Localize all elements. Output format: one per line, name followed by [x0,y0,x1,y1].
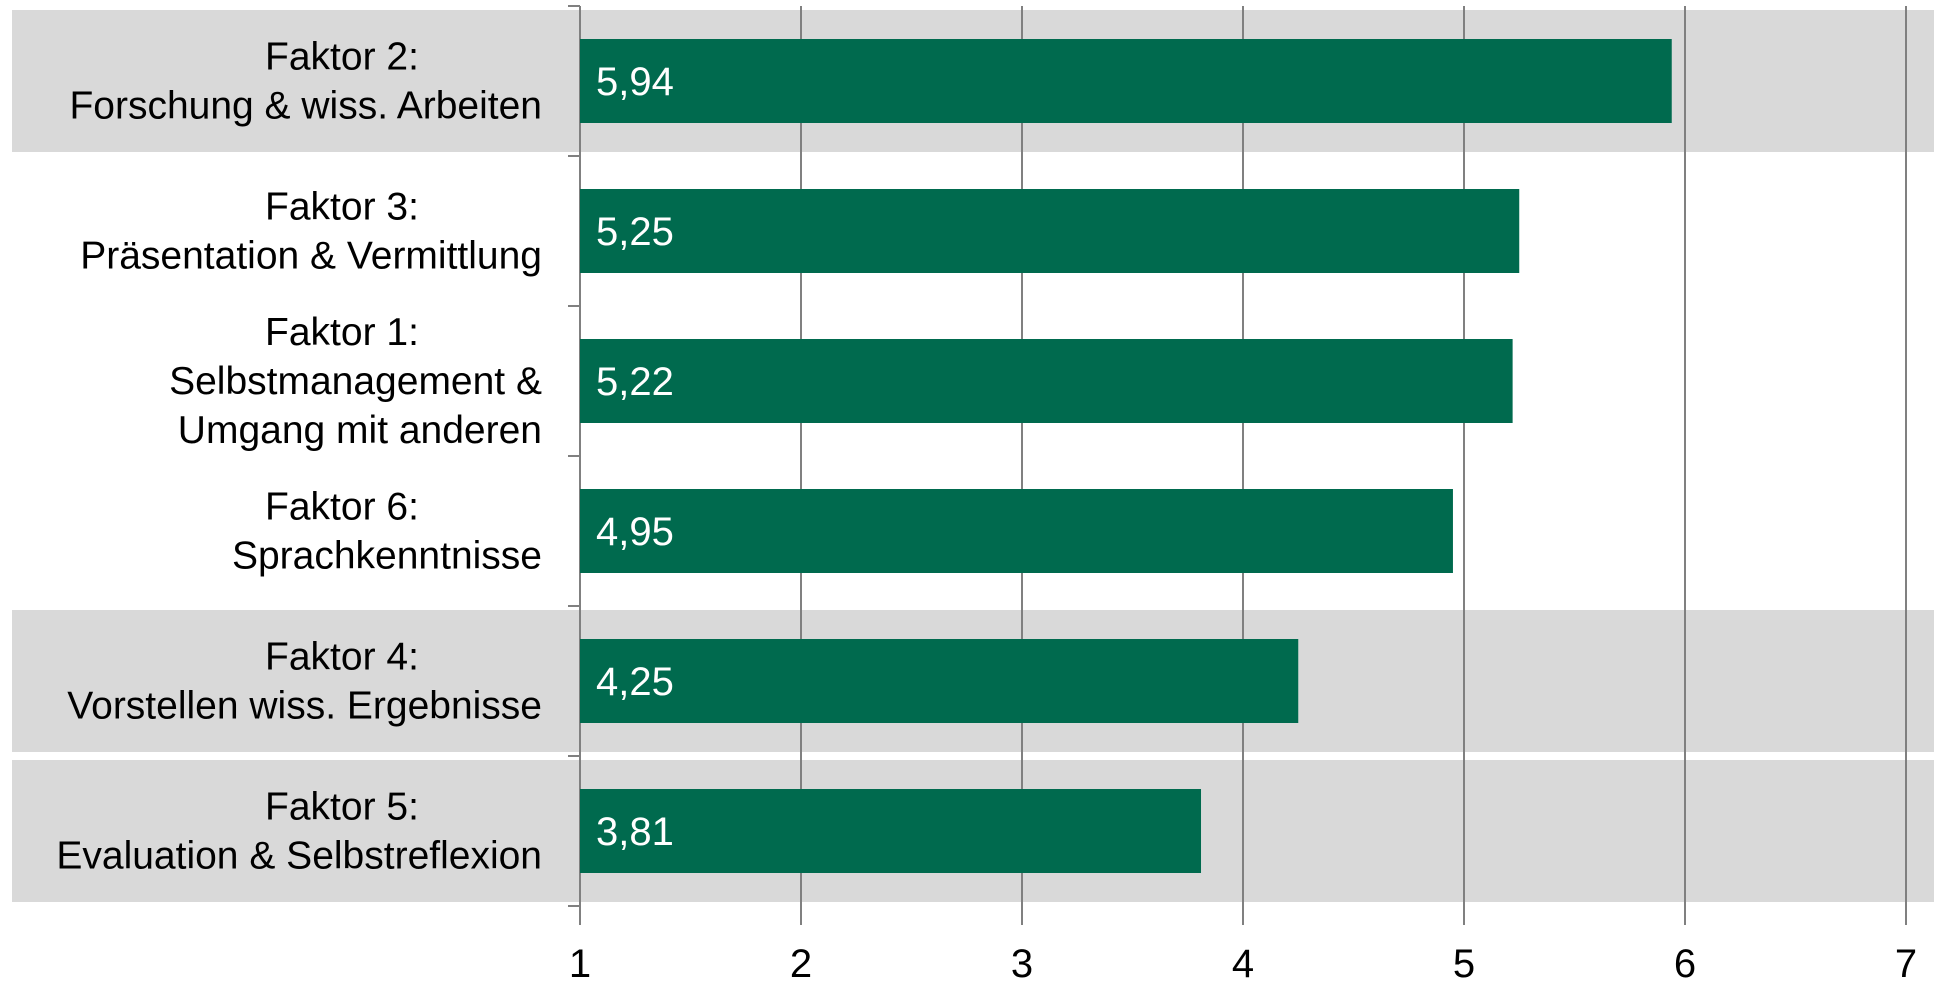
grid-lines [800,6,1907,925]
x-tick-label: 1 [569,942,591,984]
x-tick-label: 2 [790,942,812,984]
category-label: Faktor 5: Evaluation & Selbstreflexion [56,786,542,878]
x-tick-label: 3 [1011,942,1033,984]
x-tick-label: 6 [1674,942,1696,984]
bar [580,789,1202,873]
value-label: 5,25 [596,210,674,254]
value-label: 4,95 [596,510,674,554]
x-tick-labels: 1 2 3 4 5 6 7 [569,942,1917,984]
bar [580,39,1672,123]
bar [580,489,1453,573]
x-tick-label: 4 [1232,942,1254,984]
bars [580,39,1672,873]
bar [580,339,1513,423]
bar [580,639,1299,723]
bar [580,189,1520,273]
y-axis [568,5,581,925]
category-label: Faktor 6: Sprachkenntnisse [232,486,542,578]
category-label: Faktor 4: Vorstellen wiss. Ergebnisse [67,636,542,728]
category-label: Faktor 1: Selbstmanagement & Umgang mit an… [169,311,542,452]
value-labels: 5,94 5,25 5,22 4,95 4,25 3,81 [596,60,674,854]
category-label: Faktor 3: Präsentation & Vermittlung [80,186,542,278]
row-bands [12,10,1934,902]
value-label: 5,94 [596,60,674,104]
x-tick-label: 5 [1453,942,1475,984]
value-label: 3,81 [596,810,674,854]
value-label: 4,25 [596,660,674,704]
x-tick-label: 7 [1895,942,1917,984]
category-labels: Faktor 2: Forschung & wiss. Arbeiten Fakto… [56,36,542,878]
category-label: Faktor 2: Forschung & wiss. Arbeiten [69,36,542,128]
value-label: 5,22 [596,360,674,404]
